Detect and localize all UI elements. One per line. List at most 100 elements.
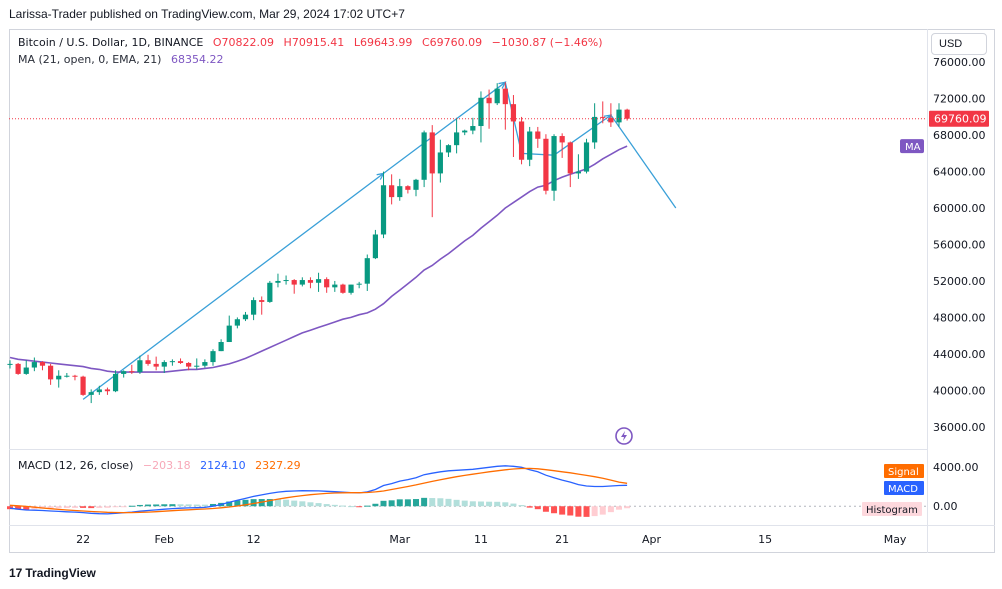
open-value: O70822.09 [212, 36, 275, 49]
macd-hist-bar [518, 505, 525, 507]
macd-badge-label: MACD [888, 484, 918, 495]
macd-hist-bar [96, 506, 103, 509]
signal-badge[interactable] [884, 464, 924, 478]
last-price-label: 69760.09 [934, 113, 987, 126]
candle-body [186, 362, 192, 367]
candle-body [397, 186, 403, 198]
macd-hist-bar [356, 506, 363, 508]
macd-legend[interactable]: MACD (12, 26, close) −203.18 2124.10 232… [18, 459, 307, 472]
macd-hist-bar [153, 504, 160, 507]
tradingview-logo[interactable]: 17 TradingView [9, 566, 96, 580]
candle-body [510, 104, 517, 122]
candle-body [169, 361, 175, 363]
candle-body [600, 116, 606, 118]
tradingview-mark-icon: 17 [9, 566, 23, 580]
macd-hist-bar [242, 499, 249, 507]
macd-hist-bar [55, 506, 62, 509]
macd-pane [7, 465, 927, 517]
ma-line [9, 145, 628, 373]
candle-body [267, 282, 273, 302]
pane-separator[interactable] [9, 449, 927, 450]
macd-hist-bar [461, 500, 468, 507]
macd-hist-bar [169, 504, 176, 507]
macd-hist-value: −203.18 [142, 459, 191, 472]
candle-body [15, 363, 21, 374]
candle-body [364, 258, 370, 284]
macd-hist-bar [339, 505, 346, 507]
candle-body [405, 186, 411, 190]
macd-hist-bar [226, 501, 233, 507]
candle-body [96, 389, 102, 393]
macd-hist-bar [348, 506, 355, 508]
candle-body [210, 351, 216, 363]
macd-hist-bar [567, 506, 574, 516]
macd-hist-bar [445, 498, 452, 507]
candle-body [340, 284, 346, 293]
macd-hist-bar [494, 501, 501, 507]
candle-body [518, 121, 525, 160]
price-tick-label: 40000.00 [933, 384, 986, 397]
candle-body [121, 371, 127, 374]
macd-hist-bar [372, 503, 379, 507]
price-tick-label: 36000.00 [933, 421, 986, 434]
time-axis[interactable]: 22 Feb 12 Mar 11 21 Apr 15 May [76, 533, 907, 546]
price-tick-label: 68000.00 [933, 129, 986, 142]
macd-hist-bar [250, 499, 257, 507]
price-tick-label: 72000.00 [933, 93, 986, 106]
price-tick-label: 60000.00 [933, 202, 986, 215]
macd-hist-bar [307, 502, 314, 507]
macd-hist-bar [396, 499, 403, 507]
candle-body [380, 185, 387, 235]
macd-hist-bar [583, 506, 590, 517]
candle-body [226, 325, 232, 343]
candle-body [624, 109, 630, 119]
candle-body [242, 314, 249, 320]
candle-body [527, 131, 533, 160]
histogram-badge[interactable] [862, 502, 922, 516]
trend-arrow-drawing[interactable] [82, 81, 677, 400]
low-value: L69643.99 [353, 36, 413, 49]
candle-body [535, 131, 541, 139]
candle-body [502, 88, 508, 105]
candle-body [616, 109, 622, 123]
macd-hist-bar [510, 503, 517, 507]
candle-body [494, 88, 500, 104]
time-tick-label: 22 [76, 533, 90, 546]
symbol-name[interactable]: Bitcoin / U.S. Dollar, 1D, BINANCE [18, 36, 204, 49]
macd-hist-bar [128, 505, 135, 507]
candle-body [64, 375, 70, 377]
ma-value: 68354.22 [170, 53, 224, 66]
time-tick-label: Feb [155, 533, 174, 546]
ma-legend[interactable]: MA (21, open, 0, EMA, 21) 68354.22 [18, 53, 229, 66]
macd-hist-bar [323, 504, 330, 507]
macd-hist-bar [63, 506, 70, 509]
price-tick-label: 76000.00 [933, 56, 986, 69]
macd-hist-bar [112, 506, 119, 508]
candle-body [567, 142, 573, 174]
candle-body [413, 179, 419, 190]
candle-body [299, 280, 305, 285]
signal-badge-label: Signal [888, 467, 919, 478]
price-tick-label: 44000.00 [933, 348, 986, 361]
ma-line-path [9, 145, 628, 373]
candle-body [23, 367, 29, 374]
macd-hist-bar [453, 499, 460, 507]
macd-hist-bar [266, 499, 273, 507]
ma-badge[interactable] [900, 139, 924, 154]
macd-badge[interactable] [884, 481, 924, 495]
macd-hist-bar [177, 504, 184, 507]
trend-arrow-path[interactable] [82, 81, 677, 400]
macd-tick-label: 4000.00 [933, 461, 979, 474]
price-tick-label: 48000.00 [933, 311, 986, 324]
candle-body [137, 360, 143, 373]
currency-button[interactable]: USD [931, 33, 987, 55]
lightning-icon[interactable] [615, 427, 633, 445]
macd-hist-bar [624, 506, 631, 509]
change-value: −1030.87 (−1.46%) [491, 36, 603, 49]
ma-label: MA (21, open, 0, EMA, 21) [18, 53, 162, 66]
candle-body [145, 360, 151, 364]
price-axis[interactable]: 76000.00 72000.00 68000.00 64000.00 60000.00… [862, 56, 989, 516]
candle-body [251, 300, 257, 315]
candle-body [478, 97, 484, 127]
